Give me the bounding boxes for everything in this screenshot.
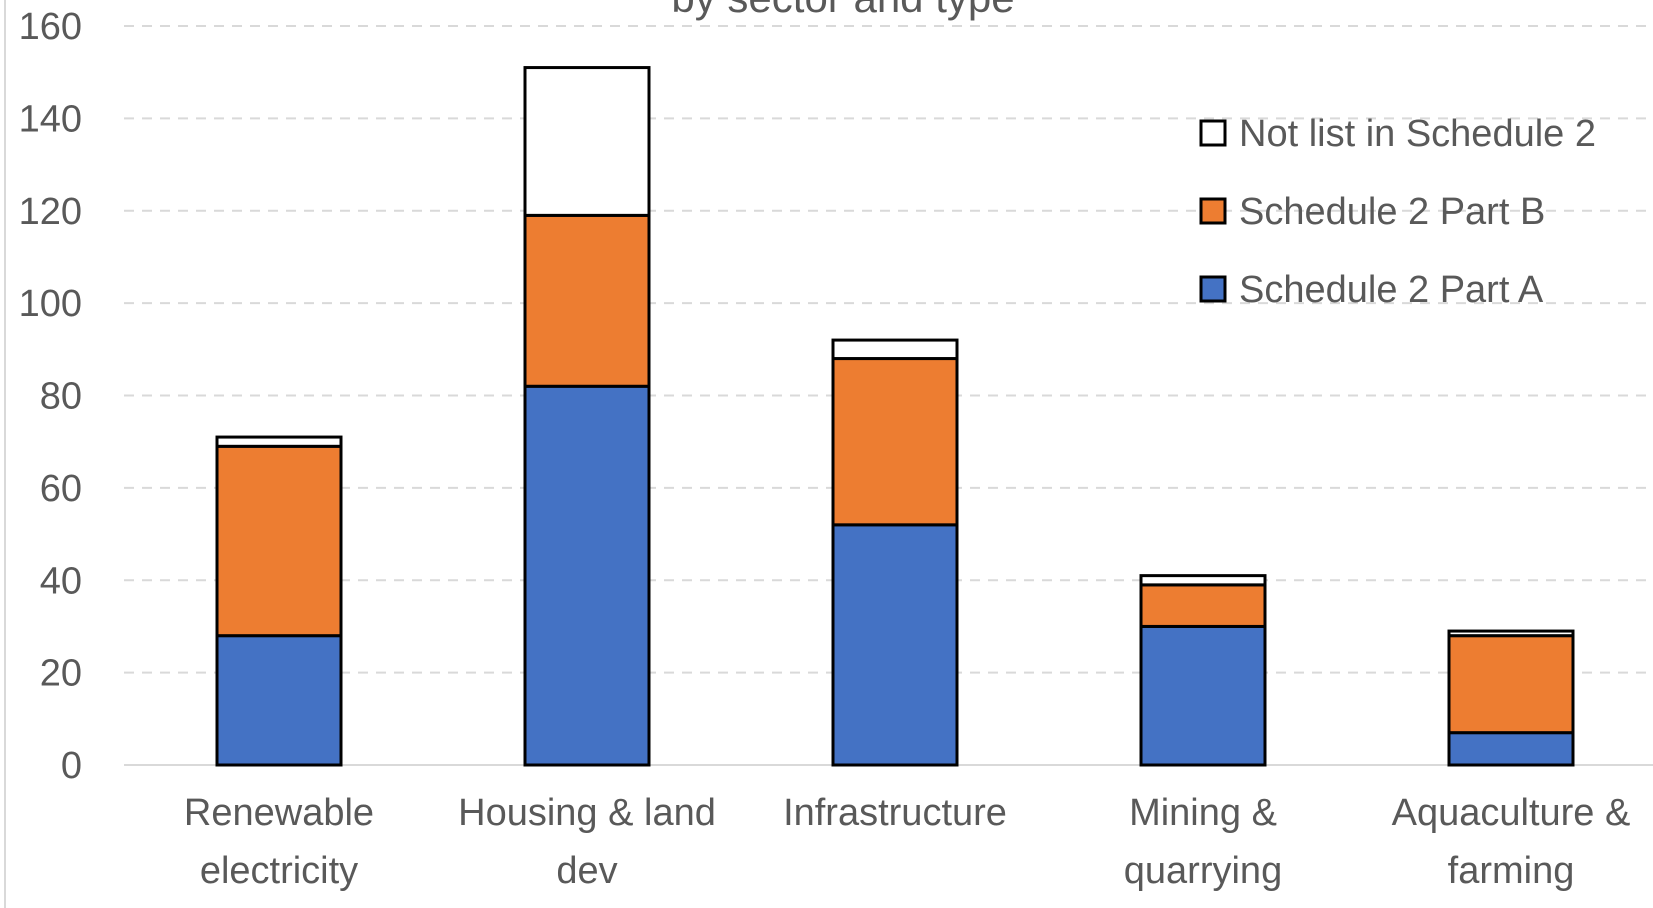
- x-tick-label: Renewable electricity: [184, 792, 374, 892]
- bar-segment: [831, 523, 959, 767]
- label-line: Renewable: [184, 792, 374, 834]
- legend-label: Schedule 2 Part A: [1239, 269, 1544, 311]
- label-line: Aquaculture &: [1392, 792, 1631, 834]
- bar-segment: [1447, 731, 1575, 767]
- label-line: farming: [1448, 850, 1575, 892]
- legend-label: Schedule 2 Part B: [1239, 191, 1545, 233]
- bar-segment: [215, 444, 343, 638]
- bar-segment: [523, 384, 651, 767]
- x-tick-label: Aquaculture & farming: [1392, 792, 1631, 892]
- label-line: Housing & land: [458, 792, 716, 834]
- label-line: Mining &: [1129, 792, 1277, 834]
- legend-swatch: [1199, 275, 1227, 303]
- y-tick-label: 0: [61, 745, 82, 787]
- x-tick-label: Mining & quarrying: [1124, 792, 1282, 892]
- label-line: dev: [556, 850, 617, 892]
- bar-segment: [1447, 629, 1575, 638]
- y-tick-label: 80: [40, 376, 82, 418]
- legend-label: Not list in Schedule 2: [1239, 113, 1596, 155]
- bar-segment: [523, 213, 651, 388]
- y-tick-label: 120: [19, 191, 82, 233]
- bar-segment: [215, 435, 343, 448]
- y-tick-label: 40: [40, 560, 82, 602]
- bar-segment: [1447, 634, 1575, 735]
- y-tick-label: 160: [19, 6, 82, 48]
- y-tick-label: 100: [19, 283, 82, 325]
- y-tick-label: 20: [40, 653, 82, 695]
- label-line: electricity: [200, 850, 358, 892]
- legend-swatch: [1199, 119, 1227, 147]
- label-line: Infrastructure: [783, 792, 1007, 834]
- bar-segment: [831, 357, 959, 527]
- chart-title: by sector and type: [671, 0, 1014, 21]
- x-tick-label: Housing & land dev: [458, 792, 716, 892]
- bar-segment: [1139, 583, 1267, 628]
- label-line: quarrying: [1124, 850, 1282, 892]
- y-tick-label: 140: [19, 98, 82, 140]
- bar-segment: [215, 634, 343, 767]
- y-tick-label: 60: [40, 468, 82, 510]
- bar-segment: [1139, 574, 1267, 587]
- x-tick-label: Infrastructure: [783, 792, 1007, 834]
- bar-segment: [1139, 624, 1267, 767]
- bar-segment: [523, 66, 651, 217]
- legend-swatch: [1199, 197, 1227, 225]
- bar-segment: [831, 338, 959, 361]
